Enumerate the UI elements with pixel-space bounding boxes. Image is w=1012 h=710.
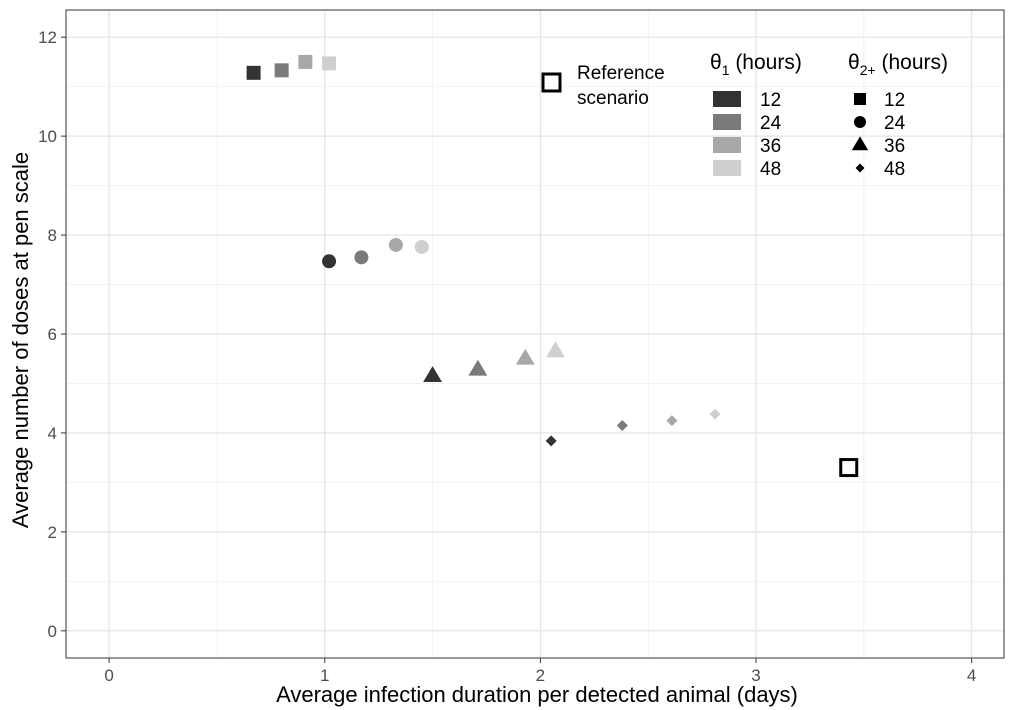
data-point-triangle (423, 366, 442, 382)
legend-theta1-key (713, 160, 741, 176)
y-axis-title: Average number of doses at pen scale (8, 152, 33, 528)
data-point-circle (322, 254, 337, 269)
legend-theta2-label: 48 (884, 159, 905, 180)
data-point-diamond (616, 420, 628, 432)
y-tick-label: 12 (38, 28, 57, 47)
x-tick-label: 4 (967, 666, 976, 685)
legend-theta2-label: 36 (884, 136, 905, 157)
legend-theta2-key-diamond (855, 163, 865, 173)
legend-theta1-title-symbol: θ (710, 51, 722, 74)
legend-theta2-title: θ2+ (hours) (848, 51, 948, 78)
legend-theta2-label: 24 (884, 113, 906, 134)
y-tick-label: 10 (38, 127, 57, 146)
legend-theta1-key (713, 137, 741, 153)
data-point-circle (414, 239, 429, 254)
y-tick-label: 2 (48, 523, 57, 542)
data-point-square (322, 56, 337, 71)
legend-theta1-label: 36 (760, 136, 781, 157)
x-tick-label: 0 (104, 666, 113, 685)
x-axis-ticks: 0 1 2 3 4 (104, 658, 976, 685)
legend-theta1-label: 12 (760, 90, 781, 111)
legend-theta2-key-circle (854, 116, 866, 128)
data-point-triangle (515, 348, 535, 365)
reference-legend-line2: scenario (577, 88, 649, 109)
data-point-diamond (545, 435, 557, 447)
legend-theta1-title-unit: (hours) (729, 51, 801, 74)
data-point-square (246, 65, 261, 80)
major-gridlines (66, 10, 1004, 658)
data-point-triangle (546, 341, 565, 358)
data-points (246, 54, 859, 478)
y-tick-label: 6 (48, 325, 57, 344)
legend-theta1-key (713, 91, 741, 107)
legend-theta1-label: 24 (760, 113, 782, 134)
legend-theta2-title-subscript: 2+ (860, 62, 876, 78)
data-point-diamond (709, 408, 721, 420)
reference-point (839, 458, 859, 478)
x-tick-label: 3 (751, 666, 760, 685)
x-tick-label: 1 (320, 666, 329, 685)
legend-theta1-title-subscript: 1 (722, 62, 730, 78)
data-point-square (274, 63, 289, 78)
x-axis-title: Average infection duration per detected … (276, 682, 798, 707)
legend-theta2-title-unit: (hours) (876, 51, 948, 74)
y-tick-label: 4 (48, 424, 57, 443)
legend-theta1-title: θ1 (hours) (710, 51, 802, 78)
data-point-circle (388, 237, 403, 252)
reference-legend-line1: Reference (577, 63, 665, 84)
data-point-circle (354, 250, 369, 265)
y-tick-label: 8 (48, 226, 57, 245)
legend-theta2-title-symbol: θ (848, 51, 860, 74)
y-tick-label: 0 (48, 622, 57, 641)
data-point-triangle (468, 359, 488, 376)
y-axis-ticks: 0 2 4 6 8 10 12 (38, 28, 66, 641)
legend-theta2-key-triangle (851, 136, 869, 151)
legend-theta1-key (713, 114, 741, 130)
legend-theta2-label: 12 (884, 90, 905, 111)
data-point-diamond (666, 415, 678, 427)
x-tick-label: 2 (536, 666, 545, 685)
legend-theta1-label: 48 (760, 159, 781, 180)
data-point-square (298, 54, 313, 69)
reference-legend-key (541, 72, 562, 93)
minor-gridlines (66, 10, 1004, 658)
reference-legend: Reference scenario (541, 63, 665, 109)
legend-theta2-key-square (854, 93, 866, 105)
